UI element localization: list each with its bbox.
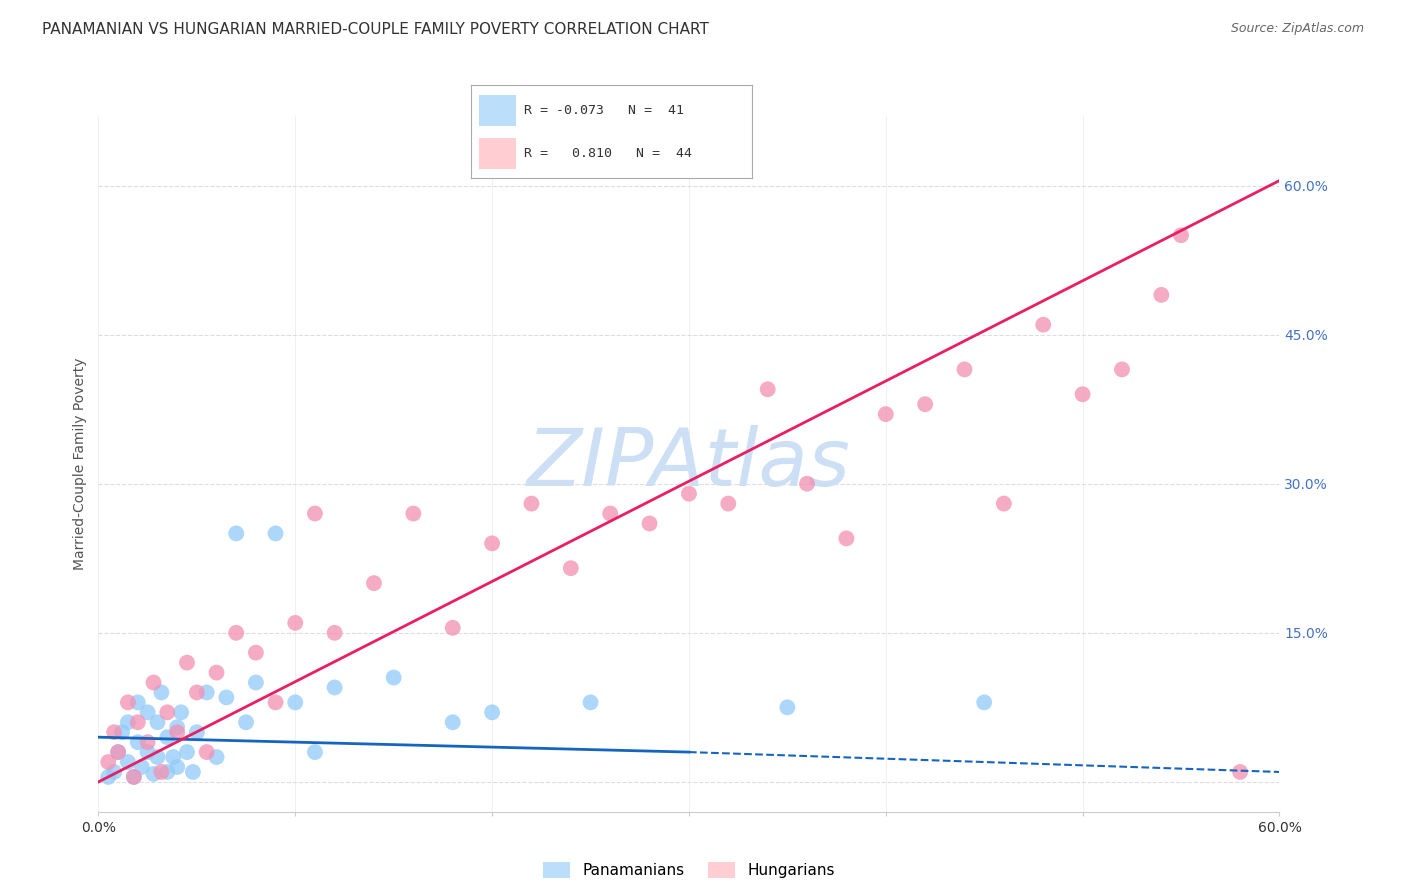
Point bbox=[150, 764, 173, 779]
Legend: Panamanians, Hungarians: Panamanians, Hungarians bbox=[537, 856, 841, 884]
Text: R =   0.810   N =  44: R = 0.810 N = 44 bbox=[524, 147, 692, 160]
Point bbox=[136, 745, 159, 759]
Point bbox=[225, 526, 247, 541]
Point bbox=[195, 745, 218, 759]
Point bbox=[756, 382, 779, 396]
Point bbox=[186, 685, 208, 699]
Point bbox=[97, 755, 120, 769]
Point bbox=[107, 745, 129, 759]
Point bbox=[176, 745, 198, 759]
FancyBboxPatch shape bbox=[479, 138, 516, 169]
Point bbox=[142, 675, 165, 690]
Point bbox=[1170, 228, 1192, 243]
Text: PANAMANIAN VS HUNGARIAN MARRIED-COUPLE FAMILY POVERTY CORRELATION CHART: PANAMANIAN VS HUNGARIAN MARRIED-COUPLE F… bbox=[42, 22, 709, 37]
Point bbox=[117, 755, 139, 769]
Point bbox=[520, 497, 543, 511]
Point bbox=[599, 507, 621, 521]
Point bbox=[205, 665, 228, 680]
Point bbox=[162, 750, 184, 764]
Point bbox=[97, 770, 120, 784]
Point bbox=[235, 715, 257, 730]
Point bbox=[166, 725, 188, 739]
Point bbox=[205, 750, 228, 764]
Point bbox=[107, 745, 129, 759]
Point bbox=[131, 760, 153, 774]
Point bbox=[122, 770, 145, 784]
Point bbox=[136, 706, 159, 720]
Point bbox=[1111, 362, 1133, 376]
Point bbox=[638, 516, 661, 531]
Point bbox=[264, 526, 287, 541]
Point bbox=[1032, 318, 1054, 332]
Point bbox=[953, 362, 976, 376]
Text: Source: ZipAtlas.com: Source: ZipAtlas.com bbox=[1230, 22, 1364, 36]
Point bbox=[245, 675, 267, 690]
Point bbox=[304, 745, 326, 759]
Point bbox=[579, 695, 602, 709]
Point bbox=[103, 725, 125, 739]
Point bbox=[166, 760, 188, 774]
Point bbox=[875, 407, 897, 421]
Point bbox=[127, 695, 149, 709]
Point bbox=[156, 730, 179, 744]
Point bbox=[973, 695, 995, 709]
Point bbox=[225, 625, 247, 640]
Point bbox=[127, 715, 149, 730]
Point bbox=[150, 685, 173, 699]
FancyBboxPatch shape bbox=[479, 95, 516, 126]
Point bbox=[363, 576, 385, 591]
Point bbox=[146, 750, 169, 764]
Point bbox=[914, 397, 936, 411]
Point bbox=[146, 715, 169, 730]
Point bbox=[717, 497, 740, 511]
Point bbox=[776, 700, 799, 714]
Point bbox=[111, 725, 134, 739]
Point bbox=[284, 615, 307, 630]
Point bbox=[186, 725, 208, 739]
Point bbox=[264, 695, 287, 709]
Point bbox=[181, 764, 204, 779]
Text: ZIPAtlas: ZIPAtlas bbox=[527, 425, 851, 503]
Point bbox=[481, 536, 503, 550]
Point bbox=[156, 706, 179, 720]
Point bbox=[215, 690, 238, 705]
Point bbox=[1229, 764, 1251, 779]
Point bbox=[678, 486, 700, 500]
Point bbox=[402, 507, 425, 521]
Point bbox=[166, 720, 188, 734]
Point bbox=[796, 476, 818, 491]
Y-axis label: Married-Couple Family Poverty: Married-Couple Family Poverty bbox=[73, 358, 87, 570]
Point bbox=[117, 715, 139, 730]
Point bbox=[382, 671, 405, 685]
Point bbox=[156, 764, 179, 779]
Point bbox=[195, 685, 218, 699]
Point bbox=[176, 656, 198, 670]
Point bbox=[122, 770, 145, 784]
Point bbox=[323, 681, 346, 695]
Point bbox=[993, 497, 1015, 511]
Point bbox=[117, 695, 139, 709]
Text: R = -0.073   N =  41: R = -0.073 N = 41 bbox=[524, 104, 685, 117]
Point bbox=[136, 735, 159, 749]
Point bbox=[127, 735, 149, 749]
Point bbox=[835, 532, 858, 546]
Point bbox=[304, 507, 326, 521]
Point bbox=[560, 561, 582, 575]
Point bbox=[323, 625, 346, 640]
Point bbox=[103, 764, 125, 779]
Point bbox=[142, 767, 165, 781]
Point bbox=[245, 646, 267, 660]
Point bbox=[1071, 387, 1094, 401]
Point bbox=[170, 706, 193, 720]
Point bbox=[441, 715, 464, 730]
Point bbox=[481, 706, 503, 720]
Point bbox=[441, 621, 464, 635]
Point bbox=[284, 695, 307, 709]
Point bbox=[1150, 288, 1173, 302]
